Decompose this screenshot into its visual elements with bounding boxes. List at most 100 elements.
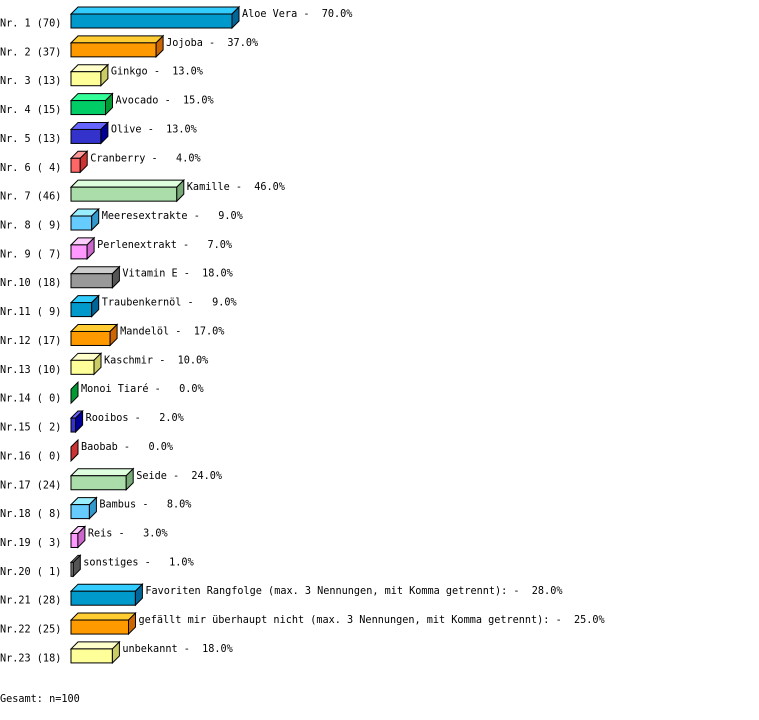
row-label: Nr.12 (17): [0, 336, 61, 347]
bar-top: [69, 583, 144, 592]
bar-side: [155, 34, 164, 59]
bar-side: [105, 92, 113, 116]
bar-value-label: sonstiges - 1.0%: [83, 557, 193, 568]
bar-value-label: Meeresextrakte - 9.0%: [102, 211, 243, 222]
row-label: Nr.19 ( 3): [0, 538, 61, 549]
bar-side: [111, 640, 120, 665]
bar-top: [69, 6, 241, 15]
bar-side: [231, 5, 240, 30]
bar-side: [75, 409, 84, 434]
bar-value-label: Olive - 13.0%: [111, 124, 197, 135]
bar-value-label: Mandelöl - 17.0%: [120, 326, 224, 337]
row-label: Nr. 7 (46): [0, 192, 61, 203]
bar-top: [69, 323, 119, 332]
bar: [70, 417, 77, 433]
bar: [70, 71, 102, 87]
bar-value-label: Bambus - 8.0%: [99, 500, 191, 511]
bar-top: [69, 612, 137, 621]
bar-side: [88, 496, 97, 520]
bar-value-label: Kamille - 46.0%: [187, 182, 285, 193]
bar-value-label: Kaschmir - 10.0%: [104, 355, 208, 366]
row-label: Nr.17 (24): [0, 480, 61, 491]
bar-value-label: Jojoba - 37.0%: [166, 38, 258, 49]
bar-value-label: Monoi Tiaré - 0.0%: [81, 383, 204, 395]
row-label: Nr.11 ( 9): [0, 307, 61, 318]
row-label: Nr.18 ( 8): [0, 509, 61, 520]
bar-value-label: Perlenextrakt - 7.0%: [97, 240, 232, 251]
row-label: Nr.22 (25): [0, 625, 61, 636]
bar: [70, 532, 79, 548]
bar-value-label: gefällt mir überhaupt nicht (max. 3 Nenn…: [139, 615, 605, 626]
bar: [70, 330, 111, 346]
bar: [70, 619, 129, 635]
row-label: Nr.15 ( 2): [0, 423, 61, 434]
bar-side: [91, 207, 100, 232]
bar-top: [69, 641, 121, 650]
row-label: Nr. 1 (70): [0, 19, 61, 30]
bar: [70, 244, 88, 260]
bar-value-label: Seide - 24.0%: [136, 471, 222, 482]
bar-side: [100, 121, 109, 145]
bar-top: [69, 35, 165, 44]
bar-side: [93, 352, 102, 376]
row-label: Nr.13 (10): [0, 365, 61, 376]
bar-side: [109, 323, 118, 347]
bar: [70, 186, 178, 202]
bar-side: [70, 380, 79, 405]
bar-top: [69, 266, 121, 275]
bar-value-label: Rooibos - 2.0%: [86, 413, 184, 424]
bar-side: [79, 150, 88, 174]
bar-side: [91, 294, 100, 318]
bar-value-label: Cranberry - 4.0%: [90, 153, 200, 164]
bar-top: [69, 179, 186, 188]
bar-value-label: Reis - 3.0%: [88, 528, 168, 539]
bar-value-label: Aloe Vera - 70.0%: [242, 9, 352, 20]
bar: [70, 42, 157, 58]
bar-value-label: Baobab - 0.0%: [81, 442, 173, 453]
bar: [70, 13, 233, 29]
bar-value-label: Vitamin E - 18.0%: [122, 269, 232, 280]
bar: [70, 302, 93, 318]
bar: [70, 475, 127, 491]
row-label: Nr. 8 ( 9): [0, 221, 61, 232]
bar-value-label: Traubenkernöl - 9.0%: [102, 298, 237, 309]
bar: [70, 273, 113, 289]
row-label: Nr. 2 (37): [0, 47, 61, 58]
bar: [70, 590, 136, 606]
row-label: Nr.10 (18): [0, 278, 61, 289]
bar-side: [86, 236, 95, 261]
bar: [70, 100, 106, 116]
total-label: Gesamt: n=100: [0, 694, 80, 705]
row-label: Nr.16 ( 0): [0, 451, 61, 462]
bar-side: [125, 467, 134, 491]
bar-side: [72, 554, 81, 578]
row-label: Nr.14 ( 0): [0, 394, 61, 405]
bar-side: [100, 63, 109, 87]
bar: [70, 128, 102, 144]
bar: [70, 504, 90, 520]
bar-value-label: Avocado - 15.0%: [116, 96, 214, 107]
row-label: Nr. 9 ( 7): [0, 249, 61, 260]
bar-top: [69, 468, 135, 477]
bar: [70, 359, 95, 375]
bar-value-label: Ginkgo - 13.0%: [111, 67, 203, 78]
row-label: Nr. 3 (13): [0, 76, 61, 87]
bar-side: [134, 582, 143, 607]
bar: [70, 157, 81, 173]
bar: [70, 215, 93, 231]
bar-side: [176, 178, 185, 203]
bar-side: [77, 525, 86, 549]
row-label: Nr.20 ( 1): [0, 567, 61, 578]
bar: [70, 648, 113, 664]
bar-value-label: unbekannt - 18.0%: [122, 644, 232, 655]
bar-value-label: Favoriten Rangfolge (max. 3 Nennungen, m…: [145, 586, 562, 597]
row-label: Nr.23 (18): [0, 653, 61, 664]
bar-side: [128, 611, 136, 636]
bar-side: [111, 265, 120, 289]
row-label: Nr. 5 (13): [0, 134, 61, 145]
bar-side: [70, 438, 79, 463]
row-label: Nr. 4 (15): [0, 105, 61, 116]
row-label: Nr.21 (28): [0, 596, 61, 607]
row-label: Nr. 6 ( 4): [0, 163, 61, 174]
